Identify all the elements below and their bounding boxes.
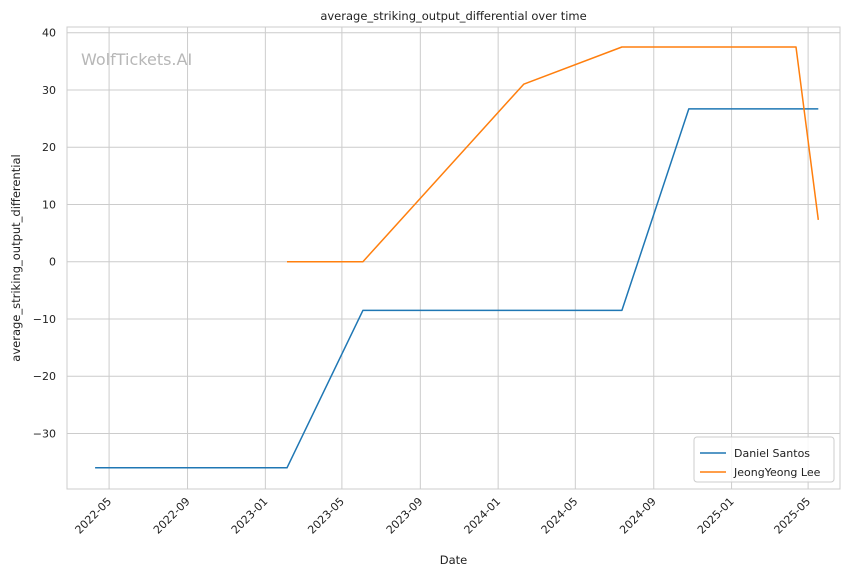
y-tick-label: 40 xyxy=(42,27,56,40)
legend-item-0: Daniel Santos xyxy=(700,447,810,460)
x-tick-label: 2024-05 xyxy=(539,495,581,537)
x-tick-label: 2023-05 xyxy=(305,495,347,537)
chart-title: average_striking_output_differential ove… xyxy=(320,9,586,23)
x-tick-label: 2023-01 xyxy=(229,495,271,537)
watermark: WolfTickets.AI xyxy=(81,50,192,69)
y-tick-label: −30 xyxy=(33,427,56,440)
x-tick-label: 2023-09 xyxy=(384,495,426,537)
legend-label: JeongYeong Lee xyxy=(733,466,821,479)
y-tick-label: 20 xyxy=(42,141,56,154)
x-axis-label: Date xyxy=(440,553,468,567)
x-tick-label: 2025-01 xyxy=(695,495,737,537)
y-tick-label: −10 xyxy=(33,313,56,326)
y-tick-label: 0 xyxy=(49,256,56,269)
legend: Daniel Santos JeongYeong Lee xyxy=(693,436,835,483)
y-tick-label: −20 xyxy=(33,370,56,383)
legend-box xyxy=(693,436,835,483)
series-line-0 xyxy=(95,108,819,469)
plot-area-frame xyxy=(66,26,841,490)
grid xyxy=(67,27,840,489)
y-tick-label: 10 xyxy=(42,198,56,211)
x-tick-label: 2024-01 xyxy=(462,495,504,537)
y-tick-label: 30 xyxy=(42,84,56,97)
x-tick-label: 2022-05 xyxy=(73,495,115,537)
series-line-1 xyxy=(287,46,820,263)
x-tick-label: 2024-09 xyxy=(617,495,659,537)
x-axis-ticks: 2022-05 2022-09 2023-01 2023-05 2023-09 2024-… xyxy=(73,495,814,537)
series-lines xyxy=(95,46,820,469)
legend-item-1: JeongYeong Lee xyxy=(700,466,821,479)
y-axis-label: average_striking_output_differential xyxy=(9,154,23,361)
y-axis-ticks: −30 −20 −10 0 10 20 30 40 xyxy=(33,27,56,441)
legend-label: Daniel Santos xyxy=(734,447,810,460)
x-tick-label: 2025-05 xyxy=(772,495,814,537)
x-tick-label: 2022-09 xyxy=(151,495,193,537)
